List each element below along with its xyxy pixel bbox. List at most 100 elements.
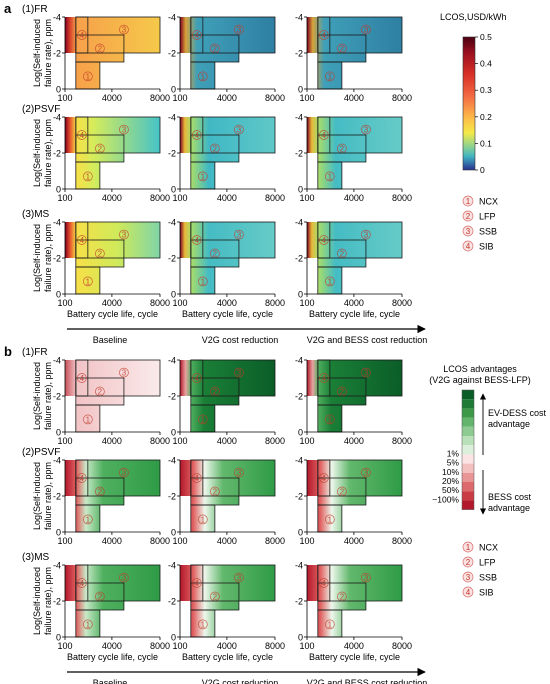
legend-num-sib-a: 4 xyxy=(466,242,471,251)
legend-marker-lfp-a xyxy=(462,210,474,222)
colorbar-b-swatch-green xyxy=(462,399,474,409)
region-marker-1-a21 xyxy=(197,276,208,287)
region-num-1-b00: 1 xyxy=(86,415,91,424)
legend-num-lfp-b: 2 xyxy=(466,558,471,567)
region-num-3-b01: 3 xyxy=(237,369,242,378)
x-tick-label-a21: 100 xyxy=(172,298,187,308)
colorbar-b-swatch-green xyxy=(462,390,474,400)
region-marker-4-a12 xyxy=(318,130,329,140)
x-tick-label-b00: 4000 xyxy=(102,436,122,446)
x-tick-label-b00: 8000 xyxy=(150,436,170,446)
panel-label-b: b xyxy=(4,344,12,359)
row-label-a2: (3)MS xyxy=(22,209,50,220)
x-tick-label-b02: 4000 xyxy=(344,436,364,446)
legend-marker-ssb-b xyxy=(462,571,474,583)
legend-marker-sib-b xyxy=(462,586,474,598)
y-tick-label-a01: -4 xyxy=(168,13,176,23)
region-num-3-b11: 3 xyxy=(237,469,242,478)
y-axis-title-a2: Log(Self-induced xyxy=(32,224,42,292)
region-marker-3-b12 xyxy=(361,467,371,478)
x-tick-label-a01: 100 xyxy=(172,93,187,103)
region-num-3-a20: 3 xyxy=(122,231,127,240)
legend-label-lfp-b: LFP xyxy=(479,558,496,568)
x-tick-label-a02: 4000 xyxy=(344,93,364,103)
y-tick-label-b22: 0 xyxy=(298,633,303,643)
y-tick-label-b10: 0 xyxy=(56,528,61,538)
region-num-2-b12: 2 xyxy=(340,488,345,497)
y-tick-label-a12: -2 xyxy=(295,149,303,159)
colorbar-b-swatch-red xyxy=(462,463,474,473)
region-num-3-b02: 3 xyxy=(364,369,369,378)
row-label-b2: (3)MS xyxy=(22,552,50,563)
x-tick-label-b11: 8000 xyxy=(265,536,285,546)
colorbar-a xyxy=(462,36,476,171)
region-marker-1-a02 xyxy=(324,71,335,82)
colorbar-b-swatch-green xyxy=(462,408,474,418)
region-num-2-a20: 2 xyxy=(98,250,103,259)
legend-num-ssb-a: 3 xyxy=(466,227,471,236)
y-tick-label-b22: -2 xyxy=(295,597,303,607)
region-marker-3-b11 xyxy=(234,467,244,478)
y-tick-label-b21: -4 xyxy=(168,561,176,571)
y-tick-label-a10: 0 xyxy=(56,185,61,195)
x-tick-label-a00: 4000 xyxy=(102,93,122,103)
x-axis-title-b1: Battery cycle life, cycle xyxy=(182,652,273,662)
colorbar-b-tick-label: 50% xyxy=(442,485,459,495)
y-tick-label-a01: 0 xyxy=(171,85,176,95)
y-tick-label-b12: -4 xyxy=(295,456,303,466)
region-sib-b22 xyxy=(317,564,331,602)
region-num-2-b00: 2 xyxy=(98,388,103,397)
legend-label-ssb-b: SSB xyxy=(479,573,497,583)
y-tick-label-a12: 0 xyxy=(298,185,303,195)
region-num-3-a00: 3 xyxy=(122,26,127,35)
y-tick-label-b01: -4 xyxy=(168,356,176,366)
region-num-2-a00: 2 xyxy=(98,45,103,54)
region-num-1-b10: 1 xyxy=(86,515,91,524)
y-tick-label-a11: -4 xyxy=(168,113,176,123)
x-tick-label-a11: 4000 xyxy=(217,193,237,203)
region-marker-1-a10 xyxy=(82,171,93,182)
x-tick-label-a00: 100 xyxy=(57,93,72,103)
x-tick-label-a20: 100 xyxy=(57,298,72,308)
y-tick-label-b02: -4 xyxy=(295,356,303,366)
region-marker-4-b21 xyxy=(191,578,202,588)
x-tick-label-b20: 100 xyxy=(57,641,72,651)
y-tick-label-b00: -2 xyxy=(53,392,61,402)
region-marker-3-b00 xyxy=(119,367,129,378)
y-tick-label-a00: 0 xyxy=(56,85,61,95)
region-marker-3-a10 xyxy=(119,124,129,135)
x-axis-title-a1: Battery cycle life, cycle xyxy=(182,309,273,319)
legend-num-ssb-b: 3 xyxy=(466,573,471,582)
region-marker-4-b12 xyxy=(318,473,329,483)
colorbar-b-tick-label: 20% xyxy=(442,476,459,486)
x-tick-label-a22: 100 xyxy=(299,298,314,308)
row-label-a0: (1)FR xyxy=(22,4,48,15)
legend-num-lfp-a: 2 xyxy=(466,212,471,221)
region-marker-1-b00 xyxy=(82,414,93,425)
y-tick-label-b12: -2 xyxy=(295,492,303,502)
region-num-2-a11: 2 xyxy=(213,145,218,154)
y-tick-label-b21: -2 xyxy=(168,597,176,607)
legend-label-lfp-a: LFP xyxy=(479,212,496,222)
region-num-1-b20: 1 xyxy=(86,620,91,629)
legend-num-ncx-b: 1 xyxy=(466,543,471,552)
region-marker-4-b01 xyxy=(191,373,202,383)
colorbar-b-tick-label: 10% xyxy=(442,467,459,477)
region-sib-b11 xyxy=(190,459,204,497)
x-tick-label-a02: 100 xyxy=(299,93,314,103)
x-tick-label-b22: 8000 xyxy=(392,641,412,651)
y-axis-title-b0: Log(Self-induced xyxy=(32,362,42,430)
region-marker-1-b11 xyxy=(197,514,208,525)
region-num-4-a10: 4 xyxy=(80,131,85,140)
region-sib-b00 xyxy=(75,359,89,397)
legend-num-sib-b: 4 xyxy=(466,588,471,597)
y-tick-label-a20: -4 xyxy=(53,218,61,228)
region-marker-4-b22 xyxy=(318,578,329,588)
region-num-1-a22: 1 xyxy=(328,277,333,286)
x-tick-label-b12: 8000 xyxy=(392,536,412,546)
colorbar-b-swatch-red xyxy=(462,491,474,501)
y-axis-title-2-b1: failure rate), ppm xyxy=(43,462,53,530)
region-num-2-a22: 2 xyxy=(340,250,345,259)
region-marker-1-b20 xyxy=(82,619,93,630)
x-tick-label-b10: 8000 xyxy=(150,536,170,546)
